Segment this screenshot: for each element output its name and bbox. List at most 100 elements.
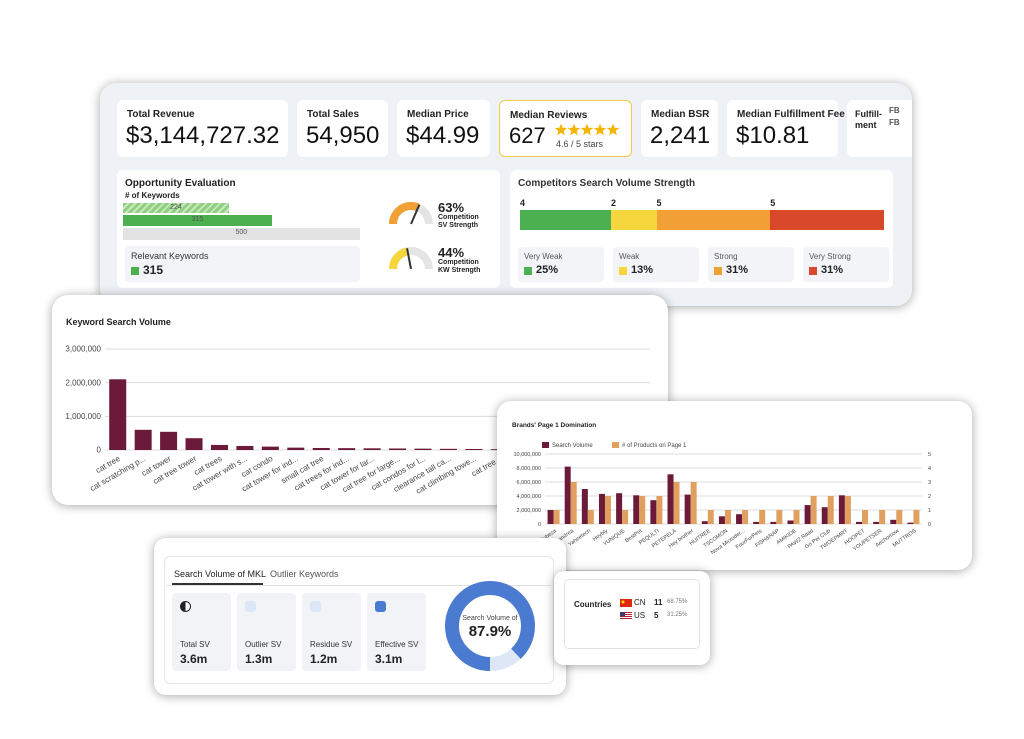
strength-segment [656, 210, 771, 230]
bar [804, 505, 811, 524]
sv-value: 3.1m [375, 652, 403, 666]
brands-panel: Brands' Page 1 Domination 0 2,000,000 4,000… [497, 401, 972, 570]
gauge-needle [410, 204, 421, 225]
bar [701, 521, 708, 524]
y-tick-label: 10,000,000 [513, 452, 541, 458]
tab[interactable]: Search Volume of MKL [174, 569, 267, 579]
bar [287, 447, 305, 450]
strength-segment [520, 210, 611, 230]
gauge-value: 63% [438, 200, 465, 215]
tab[interactable]: Outlier Keywords [270, 569, 339, 579]
flag-stripe [620, 612, 632, 613]
bar [890, 519, 897, 524]
bar [363, 448, 381, 450]
gauge-value: 44% [438, 245, 465, 260]
country-count: 11 [654, 598, 663, 607]
y-tick-label: 8,000,000 [517, 466, 541, 472]
bar [389, 448, 407, 450]
y-tick-label: 4,000,000 [517, 494, 541, 500]
bar [570, 482, 577, 524]
metric-value: $10.81 [736, 122, 810, 149]
y-tick-label: 2,000,000 [517, 508, 541, 514]
metric-value: FB [889, 106, 900, 115]
bar [844, 496, 851, 524]
flag-star [621, 600, 625, 604]
strength-name: Strong [714, 252, 738, 261]
metric-label: Fulfill-ment [855, 109, 882, 130]
relevant-keywords: Relevant Keywords 315 [125, 246, 360, 282]
y-tick-label: 0 [538, 522, 541, 528]
gauge-label: Competition KW Strength [438, 259, 481, 274]
legend-swatch [809, 267, 817, 275]
flag [620, 612, 632, 620]
section-title: Competitors Search Volume Strength [518, 178, 696, 189]
sv-card: Residue SV 1.2m [302, 593, 361, 671]
metric-label: Median BSR [651, 109, 710, 120]
inner-frame [164, 556, 554, 684]
sv-icon [245, 601, 256, 612]
metric-value: 2,241 [650, 122, 711, 149]
bar [856, 521, 863, 524]
sv-card: Effective SV 3.1m [367, 593, 426, 671]
y2-tick-label: 5 [928, 452, 931, 458]
bar-label: 224 [170, 204, 182, 211]
opportunity-box: Opportunity Evaluation # of Keywords 224 31… [117, 170, 500, 288]
metric-card: Median Fulfillment Fee $10.81 [727, 100, 845, 157]
bar [553, 510, 560, 524]
y-tick-label: 0 [97, 446, 102, 455]
donut-value: 87.9% [469, 623, 512, 640]
gauge-arc [389, 247, 409, 270]
legend-label: # of Products on Page 1 [622, 443, 687, 449]
strength-card: Very Strong 31% [803, 247, 889, 282]
metric-label: Median Reviews [510, 110, 588, 121]
star [554, 123, 568, 136]
metric-value: $3,144,727.32 [126, 122, 280, 149]
metric-card: Total Revenue $3,144,727.32 [117, 100, 288, 157]
y2-tick-label: 1 [928, 508, 931, 514]
bar [862, 510, 869, 524]
metric-card: Fulfill-ment FB FB [847, 100, 912, 157]
country-count: 5 [654, 611, 659, 620]
star [606, 123, 620, 136]
sv-icon [310, 601, 321, 612]
metric-card: Median BSR 2,241 [641, 100, 718, 157]
chart-title: Keyword Search Volume [66, 317, 171, 327]
chart: Brands' Page 1 Domination 0 2,000,000 4,000… [512, 422, 931, 556]
segment-count: 5 [770, 198, 776, 208]
bar [667, 474, 674, 524]
legend-swatch [612, 442, 619, 448]
metric-rating: 4.6 / 5 stars [556, 139, 604, 149]
bar [656, 496, 663, 524]
metric-card: Total Sales 54,950 [297, 100, 388, 157]
bar [261, 446, 279, 450]
gauge-arc [389, 202, 420, 225]
bar [873, 521, 880, 524]
sv-value: 1.2m [310, 652, 338, 666]
rating-stars [554, 123, 620, 136]
country-code: CN [634, 598, 646, 607]
star [593, 123, 607, 136]
keyword-bar [123, 215, 273, 226]
gauge-label: Competition SV Strength [438, 214, 479, 229]
y-tick-label: 3,000,000 [65, 345, 101, 354]
chart-title: Brands' Page 1 Domination [512, 422, 596, 429]
bar [724, 510, 731, 524]
bar [707, 510, 714, 524]
bar [312, 447, 330, 450]
strength-share: 31% [726, 264, 749, 276]
bar [827, 496, 834, 524]
flag-stripe [620, 614, 632, 615]
legend-swatch [131, 267, 139, 275]
bar [913, 510, 920, 524]
y2-tick-label: 3 [928, 480, 931, 486]
star [580, 123, 594, 136]
legend-swatch [619, 267, 627, 275]
bar [210, 444, 228, 450]
strength-name: Very Strong [809, 252, 851, 261]
y2-tick-label: 4 [928, 466, 931, 472]
strength-card: Very Weak 25% [518, 247, 604, 282]
y-tick-label: 6,000,000 [517, 480, 541, 486]
legend-swatch [542, 442, 549, 448]
bar [622, 510, 629, 524]
strength-segment [770, 210, 884, 230]
